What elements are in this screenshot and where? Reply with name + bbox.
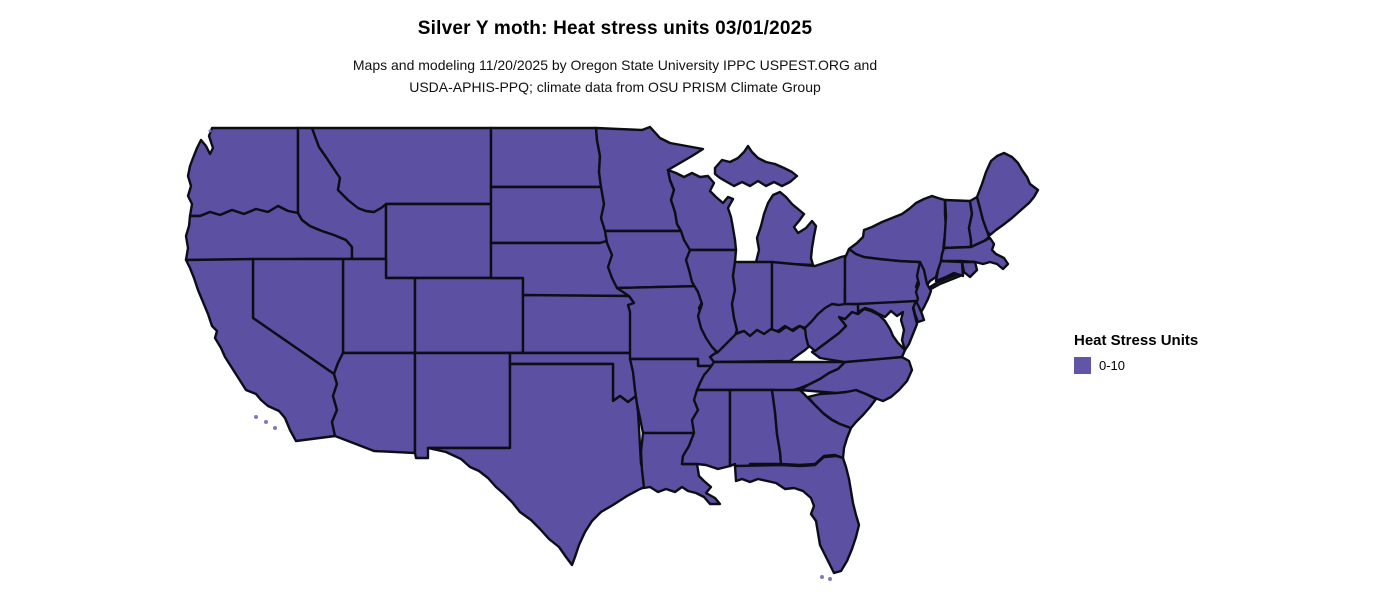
state-wa — [186, 126, 300, 218]
state-vt — [942, 198, 974, 250]
state-mi — [754, 190, 818, 267]
legend-item: 0-10 — [1074, 357, 1198, 374]
chart-header: Silver Y moth: Heat stress units 03/01/2… — [185, 18, 1045, 98]
state-fl — [733, 454, 861, 575]
state-az — [330, 351, 417, 455]
state-nm — [413, 351, 512, 460]
chart-subtitle: Maps and modeling 11/20/2025 by Oregon S… — [185, 54, 1045, 98]
state-me — [975, 151, 1040, 237]
state-sd — [489, 185, 612, 245]
state-co — [413, 276, 525, 355]
chart-subtitle-line2: USDA-APHIS-PPQ; climate data from OSU PR… — [409, 79, 821, 95]
state-shapes — [184, 125, 1040, 575]
state-wy — [384, 202, 493, 280]
state-md — [856, 299, 919, 352]
state-ri — [960, 260, 979, 279]
legend-swatch-color — [1074, 357, 1091, 374]
state-nd — [489, 126, 603, 189]
map-legend: Heat Stress Units 0-10 — [1074, 332, 1198, 374]
state-mi-up — [713, 144, 799, 188]
chart-subtitle-line1: Maps and modeling 11/20/2025 by Oregon S… — [352, 57, 878, 73]
state-wi — [666, 168, 738, 252]
state-nc — [798, 355, 914, 403]
legend-swatch — [1074, 357, 1091, 374]
legend-title: Heat Stress Units — [1074, 332, 1199, 349]
state-ks — [521, 293, 636, 355]
chart-title: Silver Y moth: Heat stress units 03/01/2… — [417, 18, 813, 39]
state-ms — [680, 388, 732, 471]
state-in — [730, 260, 774, 338]
legend-label: 0-10 — [1099, 358, 1126, 373]
small-islands — [208, 129, 832, 581]
